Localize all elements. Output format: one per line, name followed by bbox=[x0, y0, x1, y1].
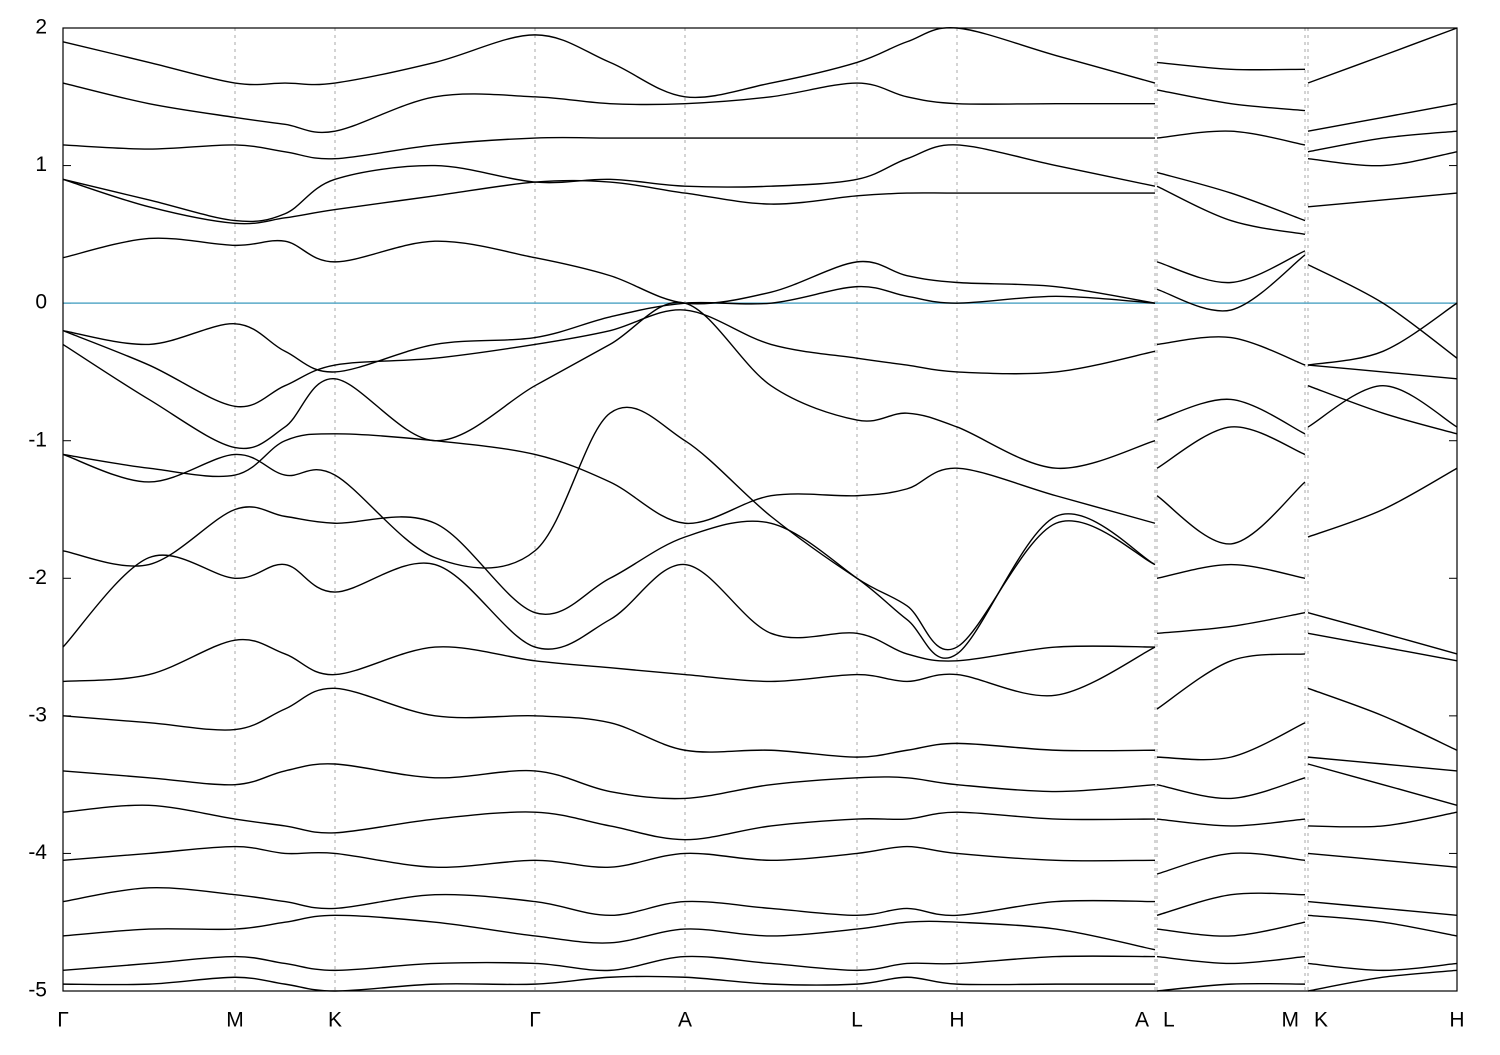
plot-frame bbox=[63, 28, 1457, 991]
band bbox=[62, 301, 1458, 469]
band bbox=[62, 554, 1458, 662]
y-tick-label: 0 bbox=[35, 291, 47, 314]
band bbox=[62, 406, 1458, 651]
x-tick-label: A bbox=[678, 1009, 692, 1032]
x-tick-label: Γ bbox=[57, 1009, 69, 1032]
band bbox=[62, 144, 1458, 223]
band bbox=[62, 969, 1458, 992]
band bbox=[62, 130, 1458, 160]
y-tick-label: 1 bbox=[35, 153, 47, 176]
band bbox=[62, 385, 1458, 524]
band bbox=[62, 82, 1458, 134]
y-tick-label: -1 bbox=[28, 428, 47, 451]
band bbox=[62, 914, 1458, 951]
band bbox=[62, 845, 1458, 875]
band bbox=[62, 254, 1458, 373]
band bbox=[62, 506, 1458, 659]
band bbox=[62, 687, 1458, 772]
y-tick-label: -3 bbox=[28, 703, 47, 726]
y-tick-label: -4 bbox=[28, 841, 47, 864]
band bbox=[62, 804, 1458, 841]
x-tick-label: A bbox=[1135, 1009, 1149, 1032]
x-tick-label: L bbox=[1163, 1009, 1175, 1032]
y-tick-label: 2 bbox=[35, 16, 47, 39]
axes-border bbox=[62, 27, 1458, 992]
band bbox=[62, 955, 1458, 972]
band bbox=[62, 886, 1458, 917]
x-tick-label: Γ bbox=[529, 1009, 541, 1032]
x-tick-label: K bbox=[328, 1009, 342, 1032]
y-tick-label: -5 bbox=[28, 979, 47, 1002]
x-tick-label: M bbox=[1282, 1009, 1300, 1032]
y-tick-label: -2 bbox=[28, 566, 47, 589]
x-tick-label: H bbox=[949, 1009, 964, 1032]
band bbox=[62, 237, 1458, 359]
band bbox=[62, 178, 1458, 236]
band bbox=[62, 763, 1458, 806]
band bbox=[62, 309, 1458, 408]
x-tick-label: M bbox=[226, 1009, 244, 1032]
band bbox=[62, 638, 1458, 751]
x-tick-label: K bbox=[1314, 1009, 1328, 1032]
x-tick-label: L bbox=[851, 1009, 863, 1032]
x-tick-label: H bbox=[1449, 1009, 1464, 1032]
